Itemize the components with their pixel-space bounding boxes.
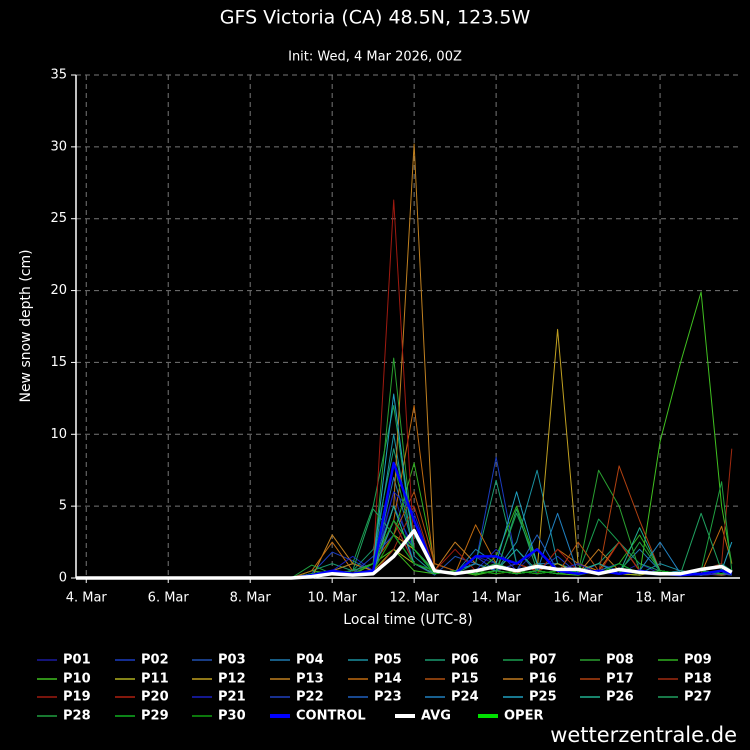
legend-label: P08 — [606, 653, 634, 668]
legend-label: P03 — [218, 653, 246, 668]
x-tick-label: 14. Mar — [471, 591, 521, 606]
y-tick-label: 15 — [50, 355, 67, 370]
y-tick-label: 20 — [50, 283, 67, 298]
legend-label: P22 — [296, 690, 324, 705]
legend-label: P13 — [296, 672, 324, 687]
legend-label: P10 — [63, 672, 91, 687]
watermark: wetterzentrale.de — [550, 723, 737, 747]
legend-label: P17 — [606, 672, 634, 687]
legend-label: P09 — [684, 653, 712, 668]
y-tick-label: 35 — [50, 68, 67, 83]
y-tick-label: 0 — [59, 571, 67, 586]
x-axis-label: Local time (UTC-8) — [343, 612, 472, 628]
y-tick-label: 10 — [50, 427, 67, 442]
legend-label: P27 — [684, 690, 712, 705]
legend-label: P16 — [529, 672, 557, 687]
legend-label: OPER — [504, 709, 543, 724]
x-tick-label: 12. Mar — [389, 591, 439, 606]
legend-label: P19 — [63, 690, 91, 705]
legend-label: P11 — [141, 672, 169, 687]
legend-label: P28 — [63, 709, 91, 724]
legend-label: P05 — [374, 653, 402, 668]
chart-subtitle: Init: Wed, 4 Mar 2026, 00Z — [288, 50, 462, 65]
y-tick-label: 5 — [59, 499, 67, 514]
legend-label: P01 — [63, 653, 91, 668]
legend-label: P15 — [451, 672, 479, 687]
legend-label: P12 — [218, 672, 246, 687]
legend-label: P26 — [606, 690, 634, 705]
legend-label: P14 — [374, 672, 402, 687]
legend-label: P02 — [141, 653, 169, 668]
legend-label: P20 — [141, 690, 169, 705]
x-tick-label: 8. Mar — [230, 591, 272, 606]
y-tick-label: 25 — [50, 211, 67, 226]
legend-label: P06 — [451, 653, 479, 668]
legend-label: P23 — [374, 690, 402, 705]
legend-label: P25 — [529, 690, 557, 705]
y-axis-label: New snow depth (cm) — [18, 249, 34, 402]
legend-label: P29 — [141, 709, 169, 724]
x-tick-label: 6. Mar — [148, 591, 190, 606]
legend-label: CONTROL — [296, 709, 366, 724]
x-tick-label: 18. Mar — [635, 591, 685, 606]
legend-label: P30 — [218, 709, 246, 724]
legend-label: AVG — [421, 709, 451, 724]
chart-title: GFS Victoria (CA) 48.5N, 123.5W — [220, 7, 531, 29]
y-tick-label: 30 — [50, 139, 67, 154]
x-tick-label: 16. Mar — [553, 591, 603, 606]
legend-label: P21 — [218, 690, 246, 705]
legend-label: P18 — [684, 672, 712, 687]
x-tick-label: 10. Mar — [308, 591, 358, 606]
series-line — [76, 528, 733, 580]
x-tick-label: 4. Mar — [66, 591, 108, 606]
legend-label: P07 — [529, 653, 557, 668]
legend-label: P04 — [296, 653, 324, 668]
legend-label: P24 — [451, 690, 479, 705]
